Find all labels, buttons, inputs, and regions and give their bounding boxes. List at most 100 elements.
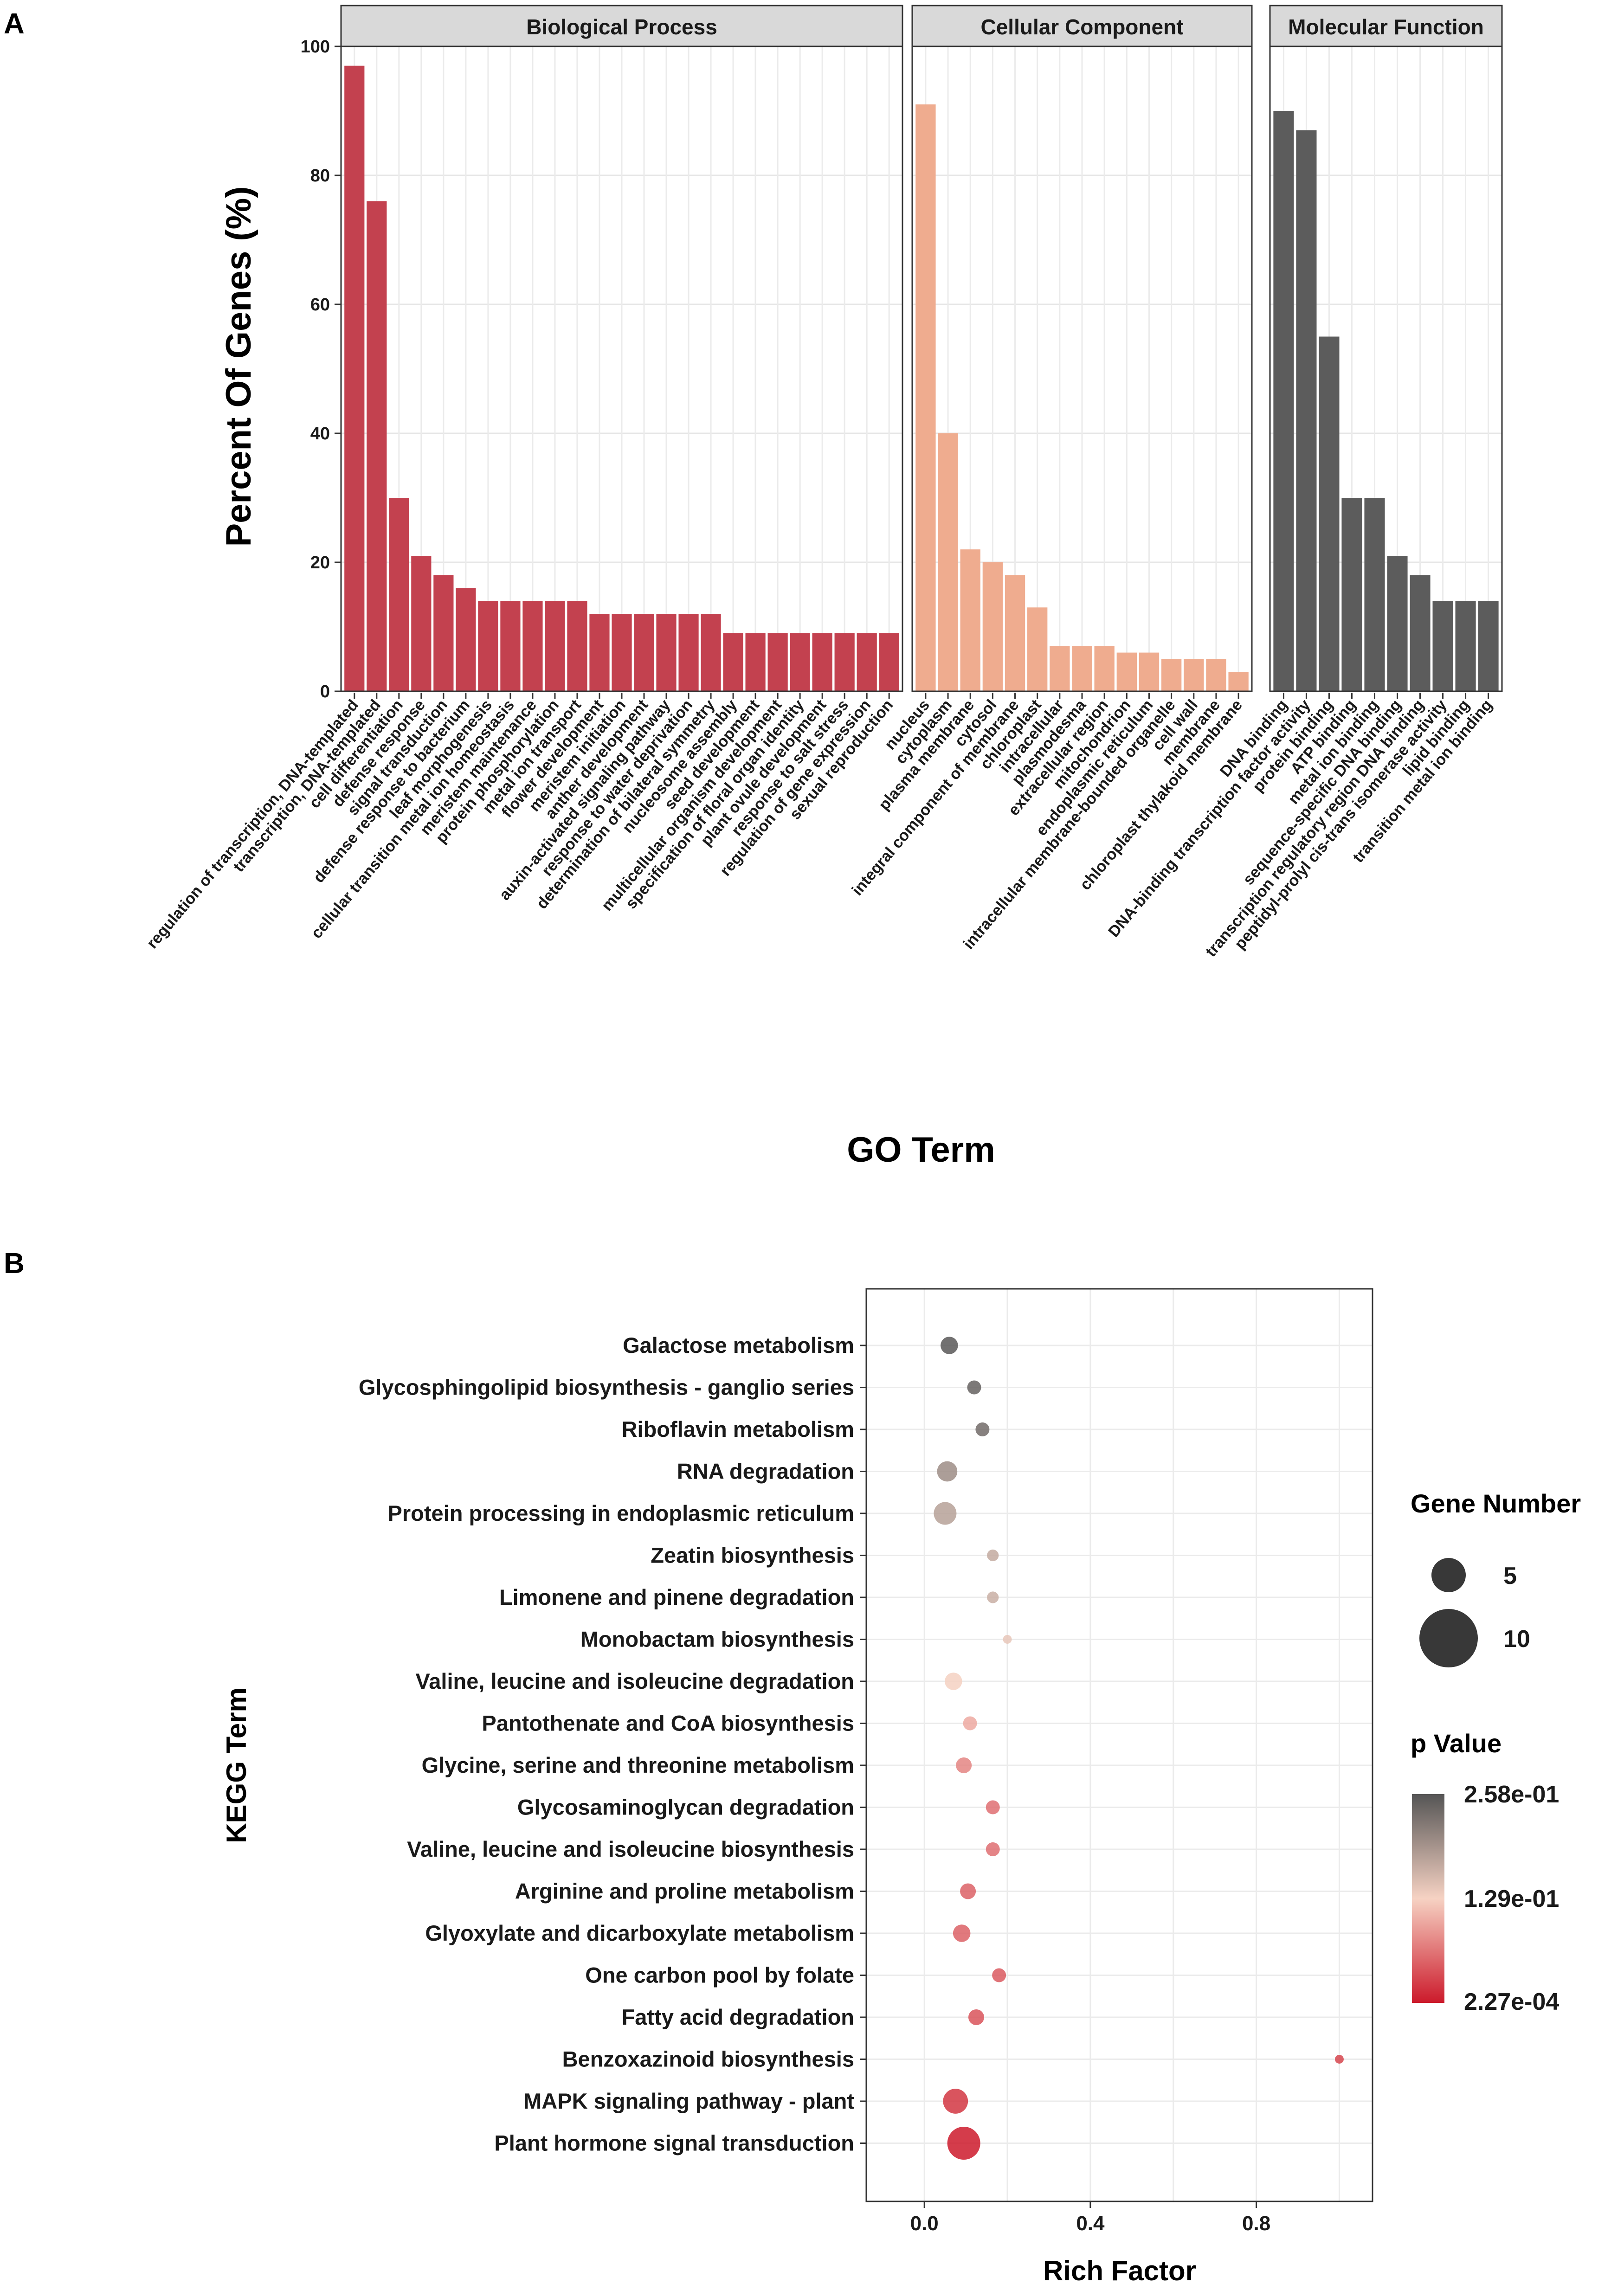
bar-biological-process-7 — [500, 601, 521, 691]
kegg-x-tick-label-0: 0.0 — [910, 2212, 939, 2235]
kegg-point-2 — [975, 1422, 990, 1436]
facet-title-cellular-component: Cellular Component — [980, 15, 1183, 39]
bar-biological-process-12 — [612, 614, 632, 691]
kegg-term-label-5: Zeatin biosynthesis — [651, 1543, 854, 1568]
kegg-term-label-6: Limonene and pinene degradation — [499, 1585, 854, 1609]
kegg-term-label-18: MAPK signaling pathway - plant — [523, 2089, 854, 2113]
bar-biological-process-11 — [589, 614, 610, 691]
kegg-point-9 — [963, 1716, 977, 1731]
bar-molecular-function-6 — [1410, 575, 1431, 691]
bar-biological-process-17 — [723, 633, 743, 691]
kegg-term-label-13: Arginine and proline metabolism — [515, 1879, 854, 1904]
go-y-axis-title: Percent Of Genes (%) — [219, 186, 258, 547]
kegg-y-axis-title: KEGG Term — [221, 1687, 252, 1843]
bar-biological-process-9 — [545, 601, 565, 691]
y-tick-label: 60 — [310, 295, 330, 315]
kegg-point-3 — [937, 1461, 958, 1482]
y-tick-label: 100 — [301, 37, 330, 57]
bar-cellular-component-5 — [1027, 607, 1048, 691]
kegg-point-17 — [1334, 2055, 1344, 2064]
kegg-point-18 — [943, 2089, 968, 2114]
bar-cellular-component-0 — [915, 104, 936, 692]
bar-cellular-component-13 — [1206, 659, 1226, 691]
kegg-term-label-7: Monobactam biosynthesis — [580, 1627, 854, 1652]
bar-cellular-component-12 — [1184, 659, 1204, 691]
bar-molecular-function-7 — [1432, 601, 1453, 691]
kegg-term-label-11: Glycosaminoglycan degradation — [517, 1795, 854, 1820]
bar-cellular-component-1 — [938, 433, 958, 691]
kegg-point-1 — [967, 1380, 981, 1395]
bar-cellular-component-8 — [1094, 646, 1115, 691]
kegg-term-label-0: Galactose metabolism — [623, 1333, 854, 1358]
kegg-x-tick-label-2: 0.8 — [1242, 2212, 1270, 2235]
bar-cellular-component-4 — [1005, 575, 1025, 691]
gene-number-legend-label-large: 10 — [1503, 1626, 1530, 1653]
kegg-point-11 — [986, 1800, 1000, 1814]
kegg-point-16 — [968, 2009, 984, 2025]
kegg-point-6 — [987, 1591, 999, 1603]
bar-molecular-function-1 — [1296, 130, 1317, 692]
facet-strip-cellular-component — [911, 5, 1253, 47]
kegg-point-5 — [987, 1549, 999, 1562]
bar-biological-process-22 — [834, 633, 855, 691]
pvalue-legend-title: p Value — [1411, 1729, 1502, 1758]
bar-biological-process-3 — [411, 556, 432, 691]
bar-biological-process-1 — [367, 201, 387, 692]
bar-biological-process-16 — [701, 614, 721, 691]
kegg-term-label-10: Glycine, serine and threonine metabolism — [422, 1753, 854, 1777]
kegg-point-12 — [986, 1842, 1000, 1856]
bar-biological-process-10 — [567, 601, 587, 691]
kegg-term-label-17: Benzoxazinoid biosynthesis — [562, 2047, 854, 2072]
kegg-point-4 — [934, 1502, 957, 1525]
bar-molecular-function-3 — [1341, 498, 1362, 691]
facet-title-molecular-function: Molecular Function — [1288, 15, 1484, 39]
kegg-term-label-16: Fatty acid degradation — [622, 2005, 854, 2029]
pvalue-colorbar — [1412, 1794, 1444, 2003]
bar-cellular-component-3 — [982, 562, 1003, 691]
kegg-bubble-chart: Galactose metabolism Glycosphingolipid bi… — [359, 1288, 1373, 2235]
kegg-point-7 — [1003, 1635, 1012, 1644]
kegg-term-label-2: Riboflavin metabolism — [622, 1417, 854, 1441]
bar-cellular-component-14 — [1228, 672, 1249, 691]
bar-biological-process-5 — [456, 588, 476, 691]
bar-biological-process-14 — [656, 614, 677, 691]
bar-cellular-component-10 — [1139, 652, 1160, 691]
bar-cellular-component-2 — [960, 549, 980, 691]
y-tick-label: 20 — [310, 553, 330, 573]
bar-biological-process-18 — [745, 633, 766, 691]
kegg-point-0 — [941, 1337, 958, 1354]
bar-molecular-function-2 — [1319, 336, 1340, 691]
bar-biological-process-4 — [433, 575, 454, 691]
bar-biological-process-2 — [389, 498, 409, 691]
y-tick-label: 80 — [310, 166, 330, 186]
panel-label-b: B — [4, 1248, 25, 1280]
gene-number-legend-dot-large — [1419, 1609, 1478, 1667]
kegg-term-label-19: Plant hormone signal transduction — [494, 2131, 854, 2155]
bar-cellular-component-9 — [1116, 652, 1137, 691]
kegg-point-8 — [945, 1673, 962, 1690]
kegg-plot-border — [865, 1288, 1373, 2202]
bar-biological-process-24 — [879, 633, 899, 691]
kegg-term-label-8: Valine, leucine and isoleucine degradati… — [416, 1669, 855, 1693]
kegg-point-19 — [947, 2126, 980, 2160]
bar-biological-process-13 — [634, 614, 654, 691]
bar-biological-process-8 — [522, 601, 543, 691]
kegg-term-label-14: Glyoxylate and dicarboxylate metabolism — [425, 1921, 854, 1945]
bar-biological-process-0 — [344, 65, 365, 692]
bar-biological-process-21 — [812, 633, 832, 691]
bar-biological-process-23 — [857, 633, 877, 691]
kegg-point-13 — [960, 1883, 976, 1899]
kegg-point-15 — [992, 1968, 1006, 1982]
kegg-term-label-1: Glycosphingolipid biosynthesis - ganglio… — [359, 1375, 854, 1400]
facet-title-biological-process: Biological Process — [526, 15, 717, 39]
kegg-x-tick-label-1: 0.4 — [1076, 2212, 1105, 2235]
pvalue-legend-label-high: 2.58e-01 — [1464, 1781, 1559, 1808]
kegg-term-label-15: One carbon pool by folate — [585, 1963, 854, 1988]
bar-cellular-component-11 — [1161, 659, 1182, 691]
gene-number-legend-title: Gene Number — [1411, 1489, 1581, 1518]
bar-molecular-function-0 — [1273, 111, 1294, 691]
facet-strip-biological-process — [340, 5, 903, 47]
bar-molecular-function-4 — [1364, 498, 1385, 691]
